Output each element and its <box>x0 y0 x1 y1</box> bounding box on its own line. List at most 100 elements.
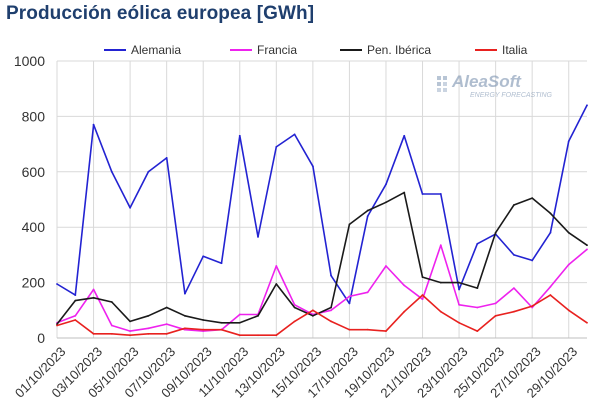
data-point <box>110 170 113 173</box>
logo-text: AleaSoft <box>451 72 522 91</box>
data-point <box>549 285 552 288</box>
data-point <box>385 201 387 204</box>
data-point <box>129 320 132 323</box>
data-point <box>129 334 132 337</box>
data-point <box>531 305 534 308</box>
data-point <box>257 334 259 337</box>
series-lines <box>56 104 588 337</box>
data-point <box>147 327 150 330</box>
legend-label: Alemania <box>131 43 181 57</box>
data-point <box>311 314 314 317</box>
data-point <box>275 145 278 148</box>
data-point <box>421 294 424 296</box>
data-point <box>184 292 186 295</box>
data-point <box>129 330 132 332</box>
grid <box>56 60 587 339</box>
logo-tagline: ENERGY FORECASTING <box>470 92 552 99</box>
data-point <box>512 254 515 256</box>
data-point <box>56 283 58 285</box>
data-point <box>476 306 479 309</box>
y-tick-label: 200 <box>22 275 46 291</box>
y-tick-label: 1000 <box>14 53 45 69</box>
data-point <box>366 291 369 294</box>
data-point <box>238 134 241 137</box>
data-point <box>494 314 497 317</box>
data-point <box>366 328 369 331</box>
data-point <box>147 332 150 335</box>
y-tick-label: 800 <box>22 108 46 124</box>
y-tick-label: 0 <box>37 330 45 346</box>
data-point <box>458 288 460 291</box>
data-point <box>348 328 351 331</box>
data-point <box>439 244 442 247</box>
data-point <box>330 306 333 309</box>
data-point <box>458 303 460 306</box>
data-point <box>366 209 369 212</box>
data-point <box>385 265 387 267</box>
legend-label: Pen. Ibérica <box>367 43 431 57</box>
y-tick-label: 600 <box>22 164 46 180</box>
data-point <box>586 321 588 324</box>
data-point <box>531 197 534 200</box>
data-point <box>494 231 497 234</box>
data-point <box>220 321 223 324</box>
data-point <box>202 319 205 321</box>
data-point <box>330 320 333 323</box>
data-point <box>421 276 424 278</box>
data-point <box>586 248 588 251</box>
data-point <box>476 287 479 290</box>
data-point <box>403 191 406 194</box>
data-point <box>129 206 132 209</box>
data-point <box>330 309 333 312</box>
data-point <box>348 295 351 298</box>
data-point <box>110 324 113 327</box>
data-point <box>567 263 570 266</box>
data-point <box>458 321 460 324</box>
data-point <box>92 123 95 126</box>
data-point <box>531 259 534 262</box>
y-tick-label: 400 <box>22 219 46 235</box>
data-point <box>293 306 296 309</box>
data-point <box>512 204 515 206</box>
data-point <box>385 183 387 186</box>
data-point <box>476 330 479 332</box>
data-point <box>293 320 296 323</box>
data-point <box>439 193 442 195</box>
data-point <box>512 287 515 290</box>
data-point <box>439 310 442 313</box>
series-line-francia <box>56 244 588 332</box>
data-point <box>110 332 113 335</box>
data-point <box>330 274 333 277</box>
series-line-pen-ib-rica <box>56 191 588 325</box>
data-point <box>238 321 241 324</box>
data-point <box>184 327 186 330</box>
legend: Alemania Francia Pen. Ibérica Italia <box>104 43 528 57</box>
data-point <box>165 306 168 309</box>
data-point <box>202 330 205 332</box>
data-point <box>56 324 58 327</box>
data-point <box>74 299 77 302</box>
data-point <box>275 283 278 285</box>
data-point <box>366 215 369 218</box>
data-point <box>311 165 314 168</box>
logo-mark-icon <box>437 76 447 92</box>
legend-label: Francia <box>257 43 297 57</box>
data-point <box>403 310 406 313</box>
data-point <box>586 244 588 247</box>
data-point <box>74 319 77 321</box>
data-point <box>403 284 406 287</box>
data-point <box>458 281 460 284</box>
data-point <box>92 332 95 335</box>
data-point <box>238 313 241 316</box>
data-point <box>567 309 570 312</box>
data-point <box>74 314 77 317</box>
data-point <box>275 334 278 337</box>
data-point <box>385 330 387 332</box>
data-point <box>549 294 552 296</box>
aleasoft-logo: AleaSoft ENERGY FORECASTING <box>437 72 552 99</box>
data-point <box>275 265 278 267</box>
data-point <box>147 314 150 317</box>
data-point <box>165 157 168 159</box>
data-point <box>567 231 570 234</box>
